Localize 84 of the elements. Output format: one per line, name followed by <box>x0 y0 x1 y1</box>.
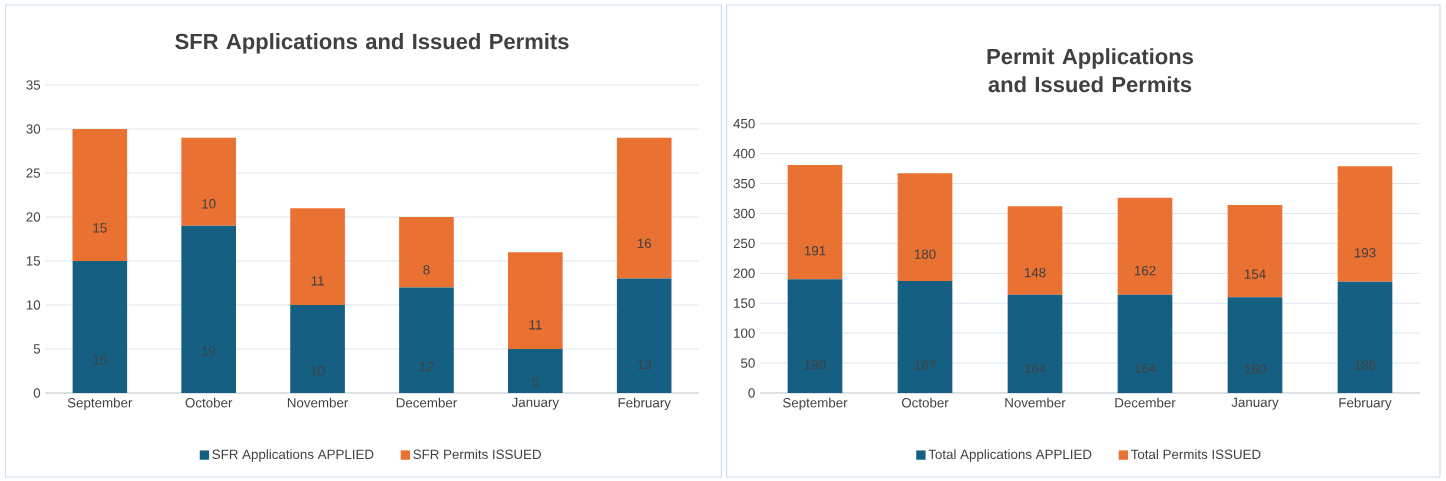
data-label: 5 <box>532 377 539 387</box>
bar <box>399 287 454 393</box>
data-label: 164 <box>1024 363 1046 374</box>
x-tick-label: September <box>783 397 848 411</box>
data-label: 154 <box>1244 269 1266 279</box>
data-label: 193 <box>1354 248 1376 258</box>
bar <box>181 225 237 393</box>
bar <box>897 173 953 282</box>
y-tick-label: 300 <box>733 208 755 219</box>
bar <box>1007 206 1063 295</box>
bar <box>897 281 953 393</box>
x-tick-label: October <box>901 397 949 408</box>
data-label: 162 <box>1134 265 1156 276</box>
y-tick-label: 50 <box>741 358 755 368</box>
data-label: 19 <box>202 346 216 356</box>
y-tick-label: 350 <box>733 178 755 189</box>
bar <box>181 137 237 226</box>
y-tick-label: 20 <box>26 212 41 222</box>
legend-label: Total Permits ISSUED <box>1130 449 1261 460</box>
data-label: 13 <box>637 359 652 370</box>
bar <box>290 208 345 305</box>
y-tick-label: 250 <box>733 238 755 249</box>
bar <box>787 164 843 280</box>
data-label: 11 <box>529 320 542 330</box>
legend-label: SFR Applications APPLIED <box>212 449 374 462</box>
y-tick-label: 0 <box>33 388 41 398</box>
legend-label: Total Applications APPLIED <box>928 449 1092 462</box>
y-tick-label: 15 <box>26 256 41 266</box>
data-label: 10 <box>311 366 325 376</box>
bar <box>787 279 843 393</box>
bar <box>1227 205 1283 298</box>
y-tick-label: 400 <box>733 148 755 159</box>
y-tick-label: 5 <box>33 344 41 354</box>
bar <box>1117 294 1173 393</box>
bar <box>508 252 563 349</box>
data-label: 16 <box>637 238 652 249</box>
y-tick-label: 35 <box>26 80 41 90</box>
x-tick-label: October <box>185 397 233 408</box>
data-label: 12 <box>420 361 434 372</box>
data-label: 187 <box>914 360 936 370</box>
bar <box>290 304 345 393</box>
bar <box>616 278 672 393</box>
y-tick-label: 450 <box>733 118 755 129</box>
y-tick-label: 0 <box>748 388 755 398</box>
y-tick-label: 200 <box>733 268 755 278</box>
bar <box>1007 294 1063 393</box>
x-tick-label: January <box>511 397 560 410</box>
data-label: 10 <box>202 199 216 209</box>
y-tick-label: 10 <box>26 300 41 310</box>
data-label: 11 <box>311 276 324 286</box>
y-tick-label: 150 <box>734 298 755 308</box>
data-label: 15 <box>93 355 107 365</box>
x-tick-label: September <box>67 397 133 411</box>
bar <box>399 216 454 288</box>
data-label: 148 <box>1024 267 1046 278</box>
data-label: 8 <box>423 265 430 275</box>
y-tick-label: 25 <box>26 168 41 178</box>
x-tick-label: December <box>396 397 457 408</box>
x-tick-label: November <box>287 397 349 408</box>
y-tick-label: 30 <box>26 124 41 134</box>
bar <box>72 128 128 261</box>
data-label: 180 <box>914 249 936 259</box>
legend-label: SFR Permits ISSUED <box>413 449 541 460</box>
x-tick-label: December <box>1115 397 1176 408</box>
data-label: 190 <box>804 359 826 370</box>
x-tick-label: February <box>618 397 671 411</box>
bar <box>72 260 128 393</box>
x-tick-label: February <box>1339 397 1392 411</box>
chart-title: SFR Applications and Issued Permits <box>175 33 569 54</box>
x-tick-label: January <box>1231 397 1279 410</box>
bar <box>508 348 563 393</box>
bar <box>616 137 672 279</box>
data-label: 160 <box>1244 364 1266 374</box>
x-tick-label: November <box>1005 397 1066 408</box>
data-label: 191 <box>804 245 826 256</box>
data-label: 164 <box>1134 363 1156 374</box>
bar <box>1337 281 1393 393</box>
y-tick-label: 100 <box>734 328 755 338</box>
bar <box>1117 197 1173 295</box>
bar <box>1227 297 1283 393</box>
data-label: 15 <box>93 223 107 233</box>
chart-title: Permit Applications and Issued Permits <box>987 48 1193 93</box>
data-label: 186 <box>1354 360 1376 370</box>
bar <box>1337 166 1393 282</box>
